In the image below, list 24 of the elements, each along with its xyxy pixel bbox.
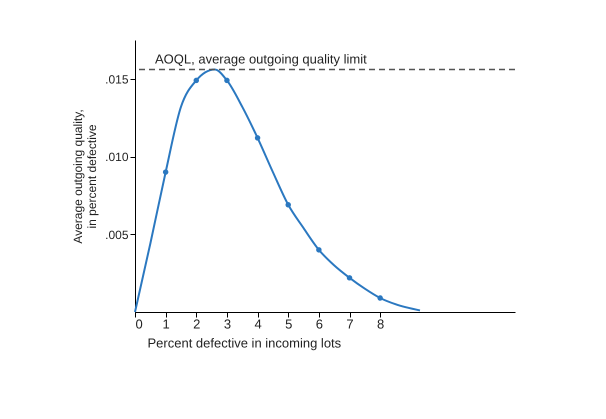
x-tick-label: 8 — [377, 316, 384, 332]
point — [194, 78, 200, 84]
point — [377, 295, 383, 301]
x-tick-label: 5 — [285, 316, 292, 332]
point — [285, 202, 291, 208]
y-tick-label: .015 — [105, 72, 129, 86]
y-axis-title: Average outgoing quality, in percent defective — [71, 109, 100, 244]
line-series — [134, 68, 421, 313]
y-tick-label: .010 — [105, 150, 129, 164]
x-axis-title: Percent defective in incoming lots — [148, 336, 342, 350]
point — [162, 169, 168, 175]
x-tick-label: 2 — [193, 316, 200, 332]
point — [254, 135, 260, 141]
x-tick-label: 0 — [136, 316, 143, 332]
x-tick-label: 4 — [254, 316, 262, 332]
y-tick-label: .005 — [105, 228, 129, 242]
x-tick-label: 1 — [162, 316, 170, 332]
x-tick-label: 6 — [316, 316, 323, 332]
point — [316, 247, 322, 253]
point — [346, 275, 352, 281]
x-tick-label: 3 — [224, 316, 232, 332]
point — [224, 78, 230, 84]
x-tick-label: 7 — [346, 316, 354, 332]
ref-line-label: AOQL, average outgoing quality limit — [155, 52, 368, 67]
